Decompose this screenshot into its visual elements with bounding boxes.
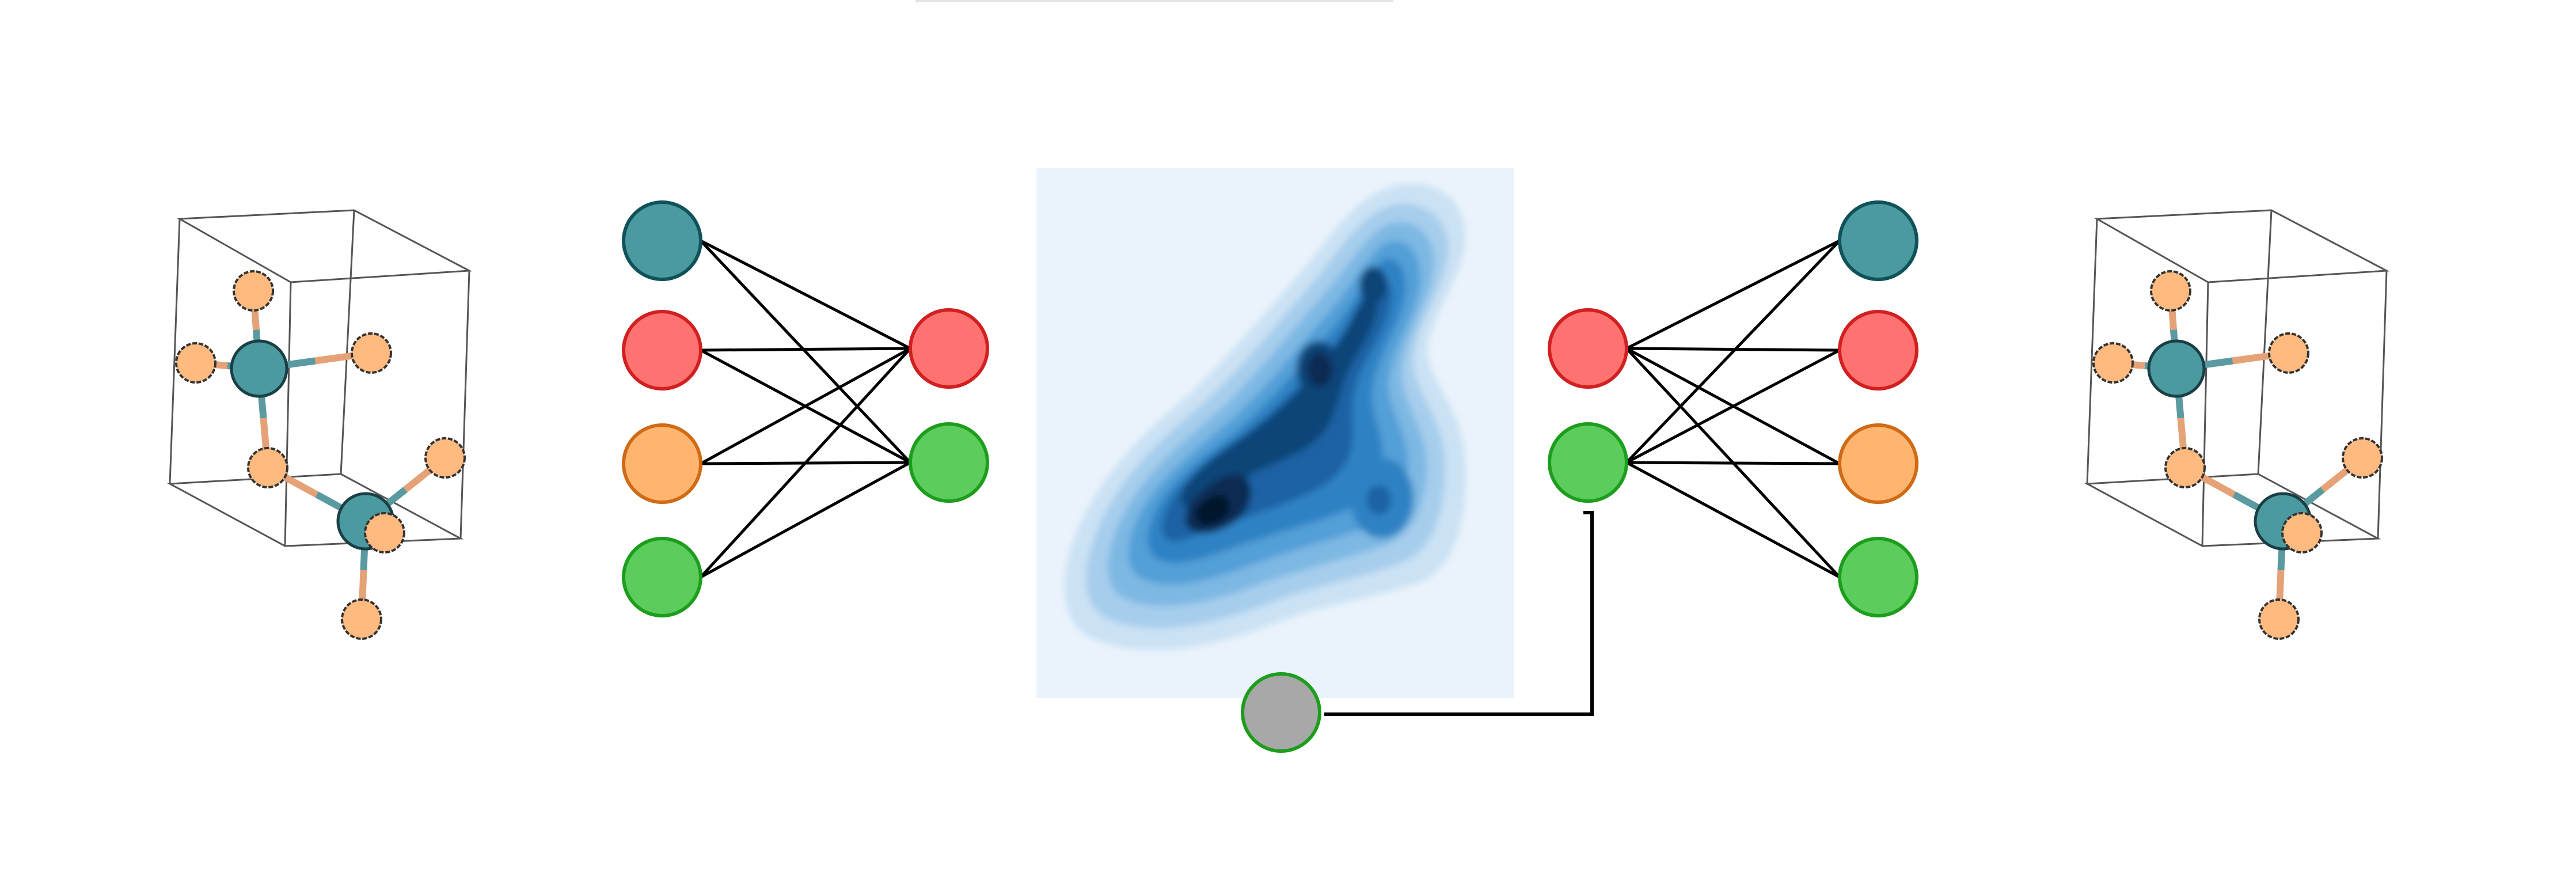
ligand-atom (2342, 437, 2383, 479)
decoder-output-node-green (1838, 537, 1918, 617)
decoder-output-node-teal (1838, 200, 1918, 281)
network-edge (700, 239, 911, 350)
network-edge (1626, 347, 1840, 352)
central-atom (2147, 339, 2206, 398)
network-edge (700, 347, 911, 465)
ligand-atom (2268, 332, 2309, 374)
network-edge (1625, 461, 1841, 579)
crystal-structure-icon (2084, 209, 2390, 640)
encoder-latent-node-green (909, 422, 989, 503)
network-edge (1625, 348, 1841, 464)
decoder-output-node-orange (1838, 423, 1918, 504)
ligand-atom (351, 332, 392, 374)
ligand-atom (2164, 447, 2206, 488)
ligand-atom (247, 447, 288, 488)
network-edge (700, 240, 911, 464)
network-edge (700, 347, 911, 578)
density-core (1359, 267, 1387, 304)
bond-group (2113, 290, 2365, 620)
network-edge (1625, 240, 1841, 464)
encoder-input-node-red (622, 310, 702, 391)
ligand-atom (364, 512, 405, 554)
decoder-latent-node-green (1548, 422, 1628, 503)
network-edge (700, 347, 911, 352)
encoder-input-node-green (622, 537, 702, 617)
ligand-atom (341, 598, 382, 640)
density-contour-level-9 (1196, 495, 1230, 525)
density-core (1307, 352, 1332, 387)
ligand-atom (2092, 342, 2134, 384)
ligand-atom (175, 342, 216, 384)
decoder-connections (1625, 239, 1841, 579)
ligand-atom (424, 437, 466, 479)
condition-node (1241, 672, 1321, 753)
encoder-input-node-teal (622, 200, 702, 281)
condition-connector-line (1324, 511, 1594, 716)
encoder-connections (700, 239, 911, 579)
network-edge (700, 461, 911, 579)
network-edge (1626, 461, 1840, 465)
crystal-structure-icon (166, 209, 473, 640)
network-edge (1625, 239, 1841, 350)
atom-group (175, 270, 466, 640)
decoder-output-node-red (1838, 310, 1918, 391)
central-atom (230, 339, 288, 398)
ligand-atom (2258, 598, 2300, 640)
ligand-atom (233, 270, 274, 312)
encoder-input-node-orange (622, 423, 702, 504)
encoder-latent-node-red (909, 308, 989, 389)
bond-group (195, 290, 447, 620)
density-map-icon (1036, 168, 1514, 698)
ligand-atom (2150, 270, 2191, 312)
top-bar-strip (915, 0, 1393, 2)
ligand-atom (2281, 512, 2323, 554)
density-contour-level-7 (1181, 288, 1378, 508)
density-core (1366, 485, 1392, 515)
atom-group (2092, 270, 2383, 640)
decoder-latent-node-red (1548, 308, 1628, 389)
